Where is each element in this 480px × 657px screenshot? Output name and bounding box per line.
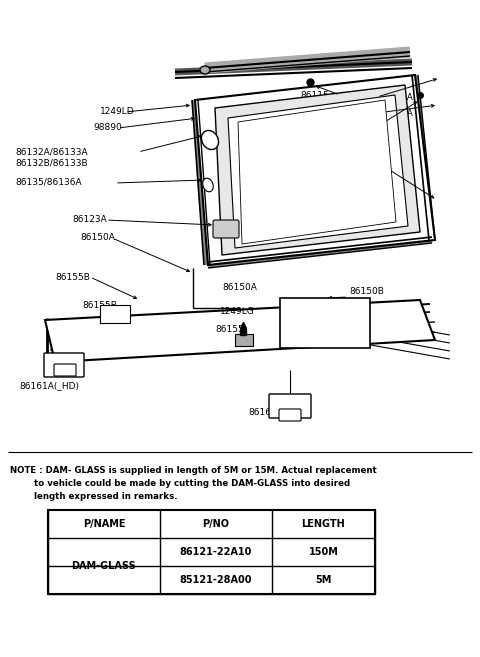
Text: 86155B: 86155B — [82, 300, 117, 309]
Text: 86150A: 86150A — [222, 284, 257, 292]
Text: 86150B: 86150B — [349, 288, 384, 296]
Text: 86121-22A10: 86121-22A10 — [180, 547, 252, 557]
FancyBboxPatch shape — [213, 220, 239, 238]
Text: 86132A/86133A: 86132A/86133A — [15, 148, 88, 156]
Text: 5M: 5M — [315, 575, 332, 585]
Polygon shape — [228, 95, 408, 248]
FancyBboxPatch shape — [44, 353, 84, 377]
Text: LENGTH: LENGTH — [301, 519, 346, 529]
FancyBboxPatch shape — [279, 409, 301, 421]
Text: 86150A: 86150A — [80, 233, 115, 242]
Text: DAM-GLASS: DAM-GLASS — [72, 561, 136, 571]
Text: 86135/86136A: 86135/86136A — [15, 177, 82, 187]
Text: to vehicle could be made by cutting the DAM-GLASS into desired: to vehicle could be made by cutting the … — [10, 479, 350, 488]
Text: 86111A: 86111A — [378, 108, 413, 118]
FancyBboxPatch shape — [269, 394, 311, 418]
Text: NOTE : DAM- GLASS is supplied in length of 5M or 15M. Actual replacement: NOTE : DAM- GLASS is supplied in length … — [10, 466, 377, 475]
Text: P/NAME: P/NAME — [83, 519, 125, 529]
Text: 86155: 86155 — [215, 325, 244, 334]
Text: 86115: 86115 — [300, 91, 329, 99]
FancyBboxPatch shape — [280, 298, 370, 348]
Text: 86123A: 86123A — [72, 215, 107, 225]
Text: length expressed in remarks.: length expressed in remarks. — [10, 492, 178, 501]
Text: 86152: 86152 — [290, 317, 323, 327]
Text: 150M: 150M — [309, 547, 338, 557]
FancyBboxPatch shape — [235, 334, 253, 346]
Text: 85121-28A00: 85121-28A00 — [180, 575, 252, 585]
FancyBboxPatch shape — [54, 364, 76, 376]
Text: 86161A(_HD): 86161A(_HD) — [19, 382, 79, 390]
Text: 86155B: 86155B — [55, 273, 90, 281]
Text: 86130A: 86130A — [378, 93, 413, 101]
Text: 1249LG: 1249LG — [220, 307, 255, 317]
Polygon shape — [45, 300, 435, 362]
Text: 86121A: 86121A — [378, 158, 413, 166]
Text: P/NO: P/NO — [203, 519, 229, 529]
Text: 98890: 98890 — [93, 124, 122, 133]
Text: 86161A(RHD): 86161A(RHD) — [248, 407, 310, 417]
Bar — [48, 510, 375, 594]
Text: 1249LD: 1249LD — [100, 108, 134, 116]
Polygon shape — [238, 100, 396, 244]
Text: 86115: 86115 — [363, 124, 392, 133]
Ellipse shape — [200, 66, 210, 74]
FancyBboxPatch shape — [100, 305, 130, 323]
Ellipse shape — [202, 131, 218, 150]
Polygon shape — [215, 85, 420, 255]
Ellipse shape — [203, 178, 213, 192]
Text: 86132B/86133B: 86132B/86133B — [15, 158, 88, 168]
Polygon shape — [195, 75, 435, 265]
